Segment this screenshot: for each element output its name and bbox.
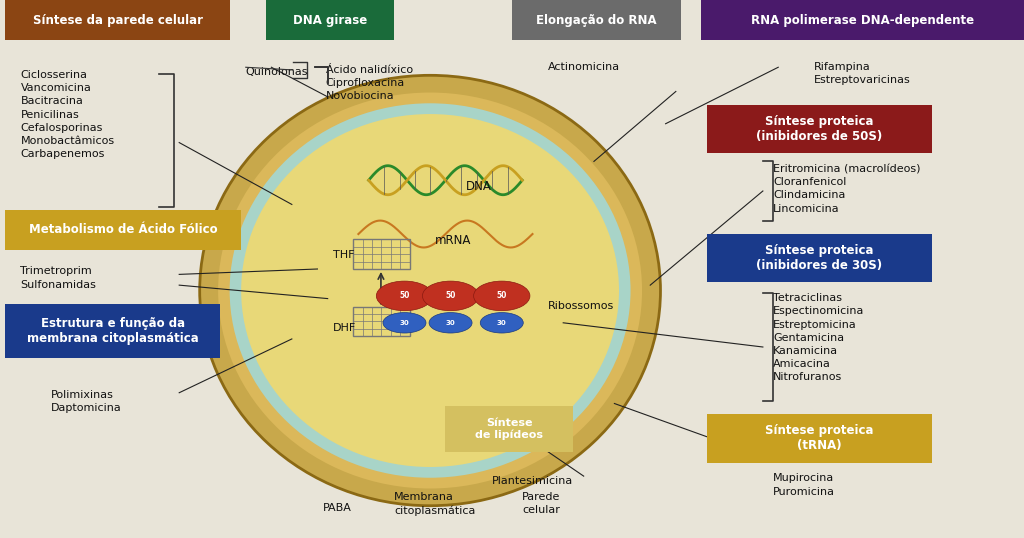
Ellipse shape bbox=[242, 114, 618, 467]
Text: Síntese proteica
(inibidores de 50S): Síntese proteica (inibidores de 50S) bbox=[756, 115, 883, 143]
FancyBboxPatch shape bbox=[701, 0, 1024, 40]
Text: Metabolismo de Ácido Fólico: Metabolismo de Ácido Fólico bbox=[29, 223, 217, 237]
Text: 30: 30 bbox=[399, 320, 410, 326]
Text: Eritromicina (macrolídeos)
Cloranfenicol
Clindamicina
Lincomicina: Eritromicina (macrolídeos) Cloranfenicol… bbox=[773, 164, 921, 214]
Ellipse shape bbox=[229, 103, 631, 478]
Ellipse shape bbox=[422, 281, 479, 311]
Text: 30: 30 bbox=[497, 320, 507, 326]
FancyBboxPatch shape bbox=[707, 414, 932, 463]
Text: DHF: DHF bbox=[333, 323, 356, 333]
Text: Ciclosserina
Vancomicina
Bacitracina
Penicilinas
Cefalosporinas
Monobactâmicos
C: Ciclosserina Vancomicina Bacitracina Pen… bbox=[20, 70, 115, 159]
FancyBboxPatch shape bbox=[707, 234, 932, 282]
Text: Síntese proteica
(tRNA): Síntese proteica (tRNA) bbox=[765, 424, 873, 452]
FancyBboxPatch shape bbox=[445, 406, 573, 452]
Text: Rifampina
Estreptovaricinas: Rifampina Estreptovaricinas bbox=[814, 62, 910, 85]
Text: 30: 30 bbox=[445, 320, 456, 326]
Text: Estrutura e função da
membrana citoplasmática: Estrutura e função da membrana citoplasm… bbox=[27, 317, 199, 345]
Text: Tetraciclinas
Espectinomicina
Estreptomicina
Gentamicina
Kanamicina
Amicacina
Ni: Tetraciclinas Espectinomicina Estreptomi… bbox=[773, 293, 864, 383]
Text: THF: THF bbox=[333, 250, 354, 260]
Text: DNA girase: DNA girase bbox=[293, 13, 368, 27]
FancyBboxPatch shape bbox=[512, 0, 681, 40]
Text: Ácido nalidíxico
Ciprofloxacina
Novobiocina: Ácido nalidíxico Ciprofloxacina Novobioc… bbox=[326, 65, 413, 101]
Text: Polimixinas
Daptomicina: Polimixinas Daptomicina bbox=[51, 390, 122, 413]
Text: Parede
celular: Parede celular bbox=[522, 492, 560, 515]
FancyBboxPatch shape bbox=[5, 304, 220, 358]
Text: Mupirocina
Puromicina: Mupirocina Puromicina bbox=[773, 473, 836, 497]
Text: RNA polimerase DNA-dependente: RNA polimerase DNA-dependente bbox=[752, 13, 974, 27]
FancyBboxPatch shape bbox=[266, 0, 394, 40]
Ellipse shape bbox=[218, 93, 642, 489]
Text: Síntese proteica
(inibidores de 30S): Síntese proteica (inibidores de 30S) bbox=[756, 244, 883, 272]
FancyBboxPatch shape bbox=[707, 105, 932, 153]
Ellipse shape bbox=[200, 75, 660, 506]
Text: 50: 50 bbox=[445, 292, 456, 300]
Text: Síntese
de lipídeos: Síntese de lipídeos bbox=[475, 418, 544, 440]
Text: mRNA: mRNA bbox=[435, 234, 472, 247]
Text: PABA: PABA bbox=[323, 503, 351, 513]
Text: DNA: DNA bbox=[466, 180, 492, 193]
FancyBboxPatch shape bbox=[5, 210, 241, 250]
Ellipse shape bbox=[473, 281, 530, 311]
Text: Trimetroprim
Sulfonamidas: Trimetroprim Sulfonamidas bbox=[20, 266, 96, 289]
Ellipse shape bbox=[429, 313, 472, 333]
Text: Síntese da parede celular: Síntese da parede celular bbox=[33, 13, 203, 27]
Ellipse shape bbox=[383, 313, 426, 333]
Text: 50: 50 bbox=[497, 292, 507, 300]
Text: Elongação do RNA: Elongação do RNA bbox=[537, 13, 656, 27]
Text: 50: 50 bbox=[399, 292, 410, 300]
Ellipse shape bbox=[376, 281, 433, 311]
Ellipse shape bbox=[480, 313, 523, 333]
Text: Plantesimicina: Plantesimicina bbox=[492, 476, 572, 486]
Text: Membrana
citoplasmática: Membrana citoplasmática bbox=[394, 492, 475, 516]
Text: Actinomicina: Actinomicina bbox=[548, 62, 620, 72]
FancyBboxPatch shape bbox=[5, 0, 230, 40]
Text: Ribossomos: Ribossomos bbox=[548, 301, 614, 312]
Text: Quinolonas: Quinolonas bbox=[246, 67, 308, 77]
